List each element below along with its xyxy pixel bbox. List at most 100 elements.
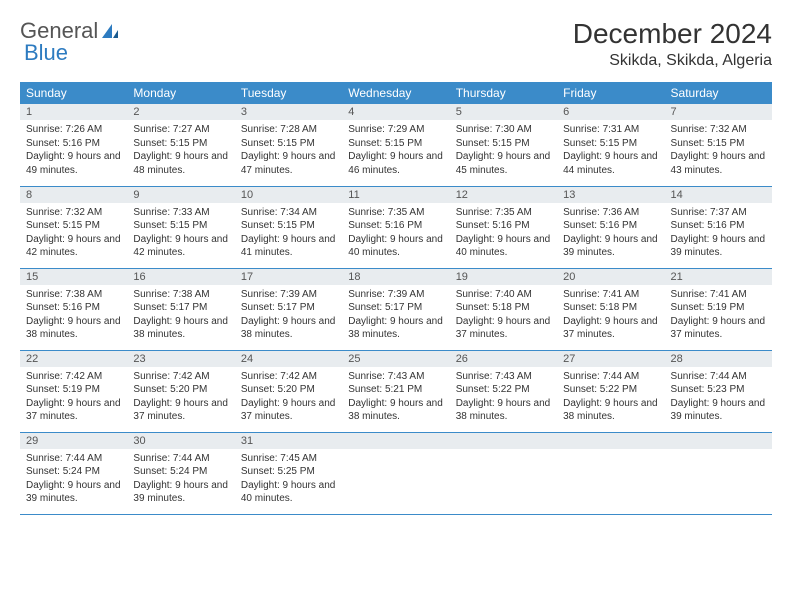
day-number: 17 <box>235 269 342 285</box>
calendar-cell: 9Sunrise: 7:33 AMSunset: 5:15 PMDaylight… <box>127 186 234 268</box>
sunrise-text: Sunrise: 7:35 AM <box>348 206 443 220</box>
sunset-text: Sunset: 5:24 PM <box>26 465 121 479</box>
day-number: 25 <box>342 351 449 367</box>
calendar-cell: 28Sunrise: 7:44 AMSunset: 5:23 PMDayligh… <box>665 350 772 432</box>
daylight-text: Daylight: 9 hours and 40 minutes. <box>241 479 336 506</box>
weekday-header: Sunday <box>20 82 127 104</box>
sunset-text: Sunset: 5:24 PM <box>133 465 228 479</box>
calendar-cell: 30Sunrise: 7:44 AMSunset: 5:24 PMDayligh… <box>127 432 234 514</box>
day-number: 6 <box>557 104 664 120</box>
day-content: Sunrise: 7:45 AMSunset: 5:25 PMDaylight:… <box>235 449 342 510</box>
daylight-text: Daylight: 9 hours and 37 minutes. <box>671 315 766 342</box>
daylight-text: Daylight: 9 hours and 41 minutes. <box>241 233 336 260</box>
day-content: Sunrise: 7:38 AMSunset: 5:17 PMDaylight:… <box>127 285 234 346</box>
header: General December 2024 Skikda, Skikda, Al… <box>20 18 772 70</box>
calendar-row: 29Sunrise: 7:44 AMSunset: 5:24 PMDayligh… <box>20 432 772 514</box>
day-content: Sunrise: 7:28 AMSunset: 5:15 PMDaylight:… <box>235 120 342 181</box>
sunrise-text: Sunrise: 7:44 AM <box>133 452 228 466</box>
day-content: Sunrise: 7:39 AMSunset: 5:17 PMDaylight:… <box>342 285 449 346</box>
day-number: 4 <box>342 104 449 120</box>
daylight-text: Daylight: 9 hours and 40 minutes. <box>456 233 551 260</box>
calendar-cell: 22Sunrise: 7:42 AMSunset: 5:19 PMDayligh… <box>20 350 127 432</box>
day-content: Sunrise: 7:37 AMSunset: 5:16 PMDaylight:… <box>665 203 772 264</box>
day-number: 1 <box>20 104 127 120</box>
day-content: Sunrise: 7:42 AMSunset: 5:20 PMDaylight:… <box>127 367 234 428</box>
day-content: Sunrise: 7:44 AMSunset: 5:23 PMDaylight:… <box>665 367 772 428</box>
sunset-text: Sunset: 5:15 PM <box>456 137 551 151</box>
sunset-text: Sunset: 5:16 PM <box>456 219 551 233</box>
day-content: Sunrise: 7:27 AMSunset: 5:15 PMDaylight:… <box>127 120 234 181</box>
calendar-cell: 18Sunrise: 7:39 AMSunset: 5:17 PMDayligh… <box>342 268 449 350</box>
sunrise-text: Sunrise: 7:26 AM <box>26 123 121 137</box>
day-number: 11 <box>342 187 449 203</box>
sunset-text: Sunset: 5:19 PM <box>671 301 766 315</box>
daylight-text: Daylight: 9 hours and 38 minutes. <box>348 397 443 424</box>
calendar-cell: 3Sunrise: 7:28 AMSunset: 5:15 PMDaylight… <box>235 104 342 186</box>
day-number: 18 <box>342 269 449 285</box>
day-content: Sunrise: 7:32 AMSunset: 5:15 PMDaylight:… <box>665 120 772 181</box>
day-content <box>557 449 664 456</box>
sunrise-text: Sunrise: 7:36 AM <box>563 206 658 220</box>
daylight-text: Daylight: 9 hours and 39 minutes. <box>671 233 766 260</box>
calendar-cell: 17Sunrise: 7:39 AMSunset: 5:17 PMDayligh… <box>235 268 342 350</box>
daylight-text: Daylight: 9 hours and 49 minutes. <box>26 150 121 177</box>
daylight-text: Daylight: 9 hours and 39 minutes. <box>671 397 766 424</box>
day-number: 26 <box>450 351 557 367</box>
sunset-text: Sunset: 5:15 PM <box>26 219 121 233</box>
sunrise-text: Sunrise: 7:42 AM <box>241 370 336 384</box>
calendar-cell: 2Sunrise: 7:27 AMSunset: 5:15 PMDaylight… <box>127 104 234 186</box>
day-content: Sunrise: 7:42 AMSunset: 5:20 PMDaylight:… <box>235 367 342 428</box>
day-number: 13 <box>557 187 664 203</box>
sunrise-text: Sunrise: 7:45 AM <box>241 452 336 466</box>
sunset-text: Sunset: 5:15 PM <box>563 137 658 151</box>
sunrise-text: Sunrise: 7:31 AM <box>563 123 658 137</box>
day-number: 9 <box>127 187 234 203</box>
calendar-row: 8Sunrise: 7:32 AMSunset: 5:15 PMDaylight… <box>20 186 772 268</box>
calendar-cell <box>557 432 664 514</box>
sunrise-text: Sunrise: 7:32 AM <box>671 123 766 137</box>
sunrise-text: Sunrise: 7:35 AM <box>456 206 551 220</box>
sunset-text: Sunset: 5:22 PM <box>456 383 551 397</box>
day-number: 23 <box>127 351 234 367</box>
sunrise-text: Sunrise: 7:28 AM <box>241 123 336 137</box>
calendar-cell <box>450 432 557 514</box>
weekday-header: Friday <box>557 82 664 104</box>
day-number: 12 <box>450 187 557 203</box>
calendar-cell: 7Sunrise: 7:32 AMSunset: 5:15 PMDaylight… <box>665 104 772 186</box>
day-content: Sunrise: 7:35 AMSunset: 5:16 PMDaylight:… <box>450 203 557 264</box>
sunset-text: Sunset: 5:15 PM <box>133 137 228 151</box>
weekday-header: Thursday <box>450 82 557 104</box>
sunset-text: Sunset: 5:19 PM <box>26 383 121 397</box>
daylight-text: Daylight: 9 hours and 38 minutes. <box>133 315 228 342</box>
day-content: Sunrise: 7:42 AMSunset: 5:19 PMDaylight:… <box>20 367 127 428</box>
daylight-text: Daylight: 9 hours and 42 minutes. <box>133 233 228 260</box>
day-number <box>665 433 772 449</box>
sunset-text: Sunset: 5:21 PM <box>348 383 443 397</box>
weekday-header: Tuesday <box>235 82 342 104</box>
calendar-cell: 24Sunrise: 7:42 AMSunset: 5:20 PMDayligh… <box>235 350 342 432</box>
day-content: Sunrise: 7:41 AMSunset: 5:18 PMDaylight:… <box>557 285 664 346</box>
day-number: 19 <box>450 269 557 285</box>
calendar-cell: 5Sunrise: 7:30 AMSunset: 5:15 PMDaylight… <box>450 104 557 186</box>
day-content: Sunrise: 7:38 AMSunset: 5:16 PMDaylight:… <box>20 285 127 346</box>
sunrise-text: Sunrise: 7:40 AM <box>456 288 551 302</box>
daylight-text: Daylight: 9 hours and 37 minutes. <box>241 397 336 424</box>
calendar-cell: 27Sunrise: 7:44 AMSunset: 5:22 PMDayligh… <box>557 350 664 432</box>
sunrise-text: Sunrise: 7:43 AM <box>456 370 551 384</box>
day-content <box>450 449 557 456</box>
daylight-text: Daylight: 9 hours and 37 minutes. <box>563 315 658 342</box>
day-content: Sunrise: 7:39 AMSunset: 5:17 PMDaylight:… <box>235 285 342 346</box>
sunset-text: Sunset: 5:16 PM <box>26 137 121 151</box>
title-block: December 2024 Skikda, Skikda, Algeria <box>573 18 772 70</box>
sunrise-text: Sunrise: 7:29 AM <box>348 123 443 137</box>
sunrise-text: Sunrise: 7:38 AM <box>133 288 228 302</box>
weekday-header: Wednesday <box>342 82 449 104</box>
month-title: December 2024 <box>573 18 772 50</box>
calendar-cell <box>342 432 449 514</box>
day-content <box>342 449 449 456</box>
day-content <box>665 449 772 456</box>
sunset-text: Sunset: 5:25 PM <box>241 465 336 479</box>
day-content: Sunrise: 7:43 AMSunset: 5:21 PMDaylight:… <box>342 367 449 428</box>
day-number: 2 <box>127 104 234 120</box>
sunset-text: Sunset: 5:15 PM <box>241 137 336 151</box>
